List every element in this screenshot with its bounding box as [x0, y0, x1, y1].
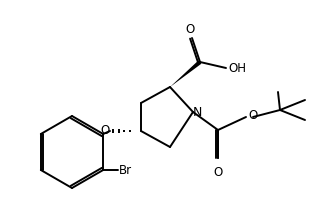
Polygon shape [170, 60, 201, 87]
Text: O: O [185, 23, 194, 36]
Text: N: N [192, 106, 202, 119]
Text: O: O [248, 108, 257, 121]
Text: Br: Br [119, 163, 132, 176]
Text: O: O [213, 166, 223, 179]
Text: O: O [101, 123, 110, 136]
Text: OH: OH [228, 62, 246, 75]
